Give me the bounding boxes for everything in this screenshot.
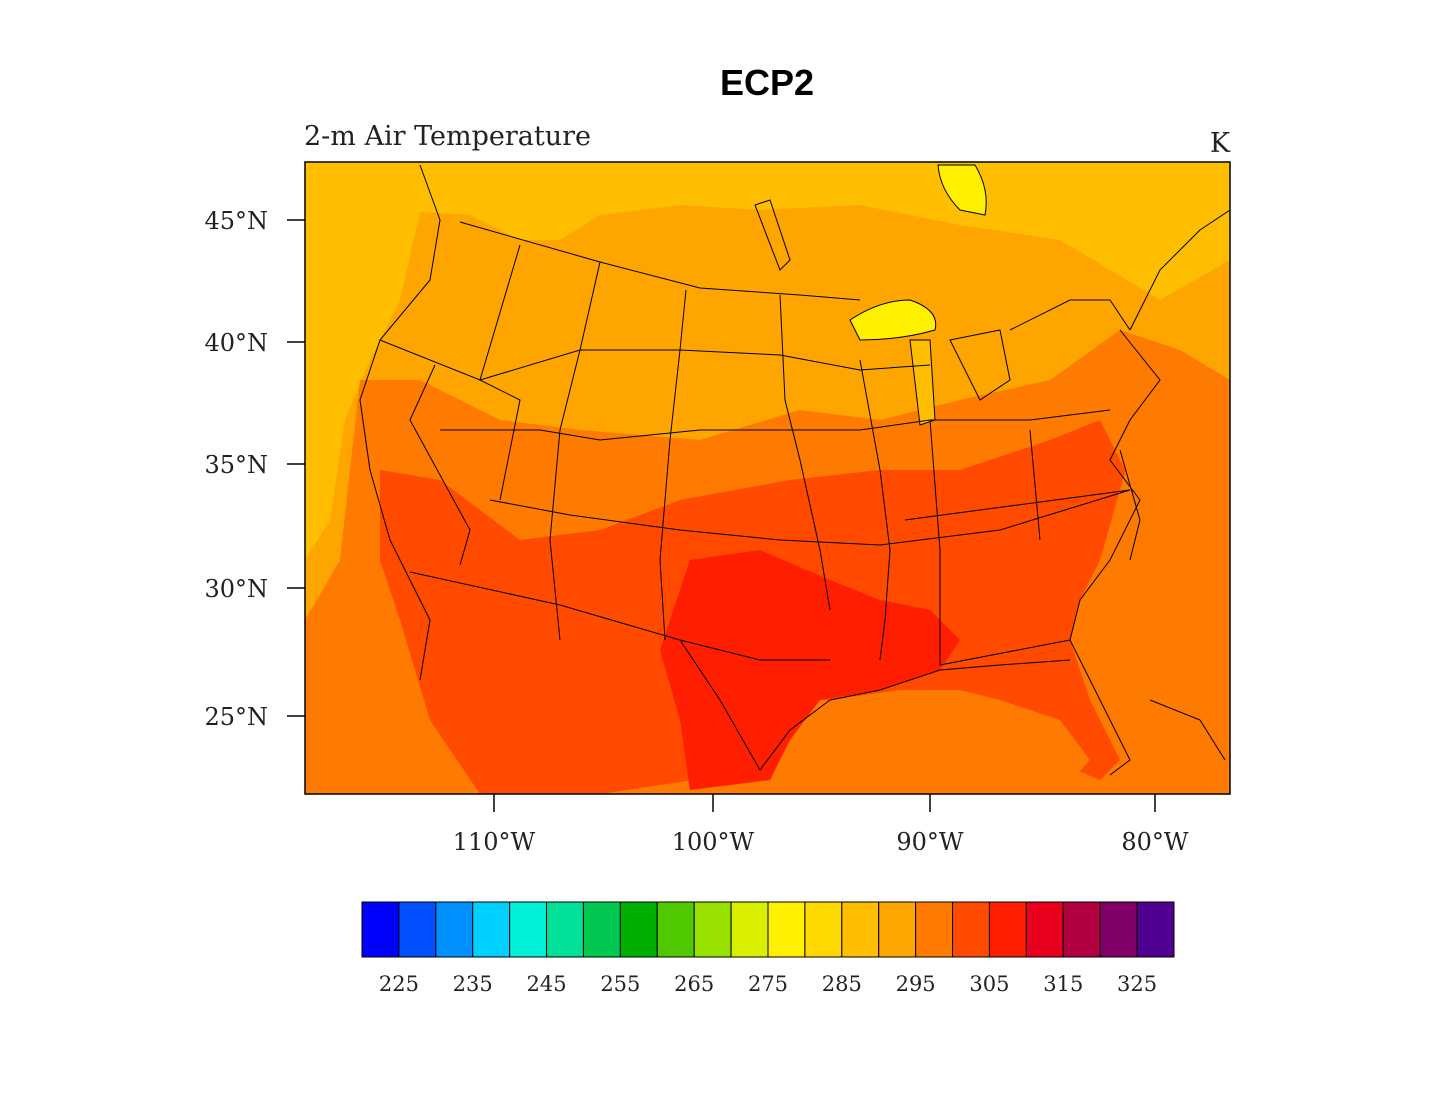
lat-label: 45°N [204, 207, 268, 235]
hottest-core [660, 550, 960, 790]
colorbar-swatch [767, 901, 806, 958]
colorbar-swatch [472, 901, 511, 958]
gulf-water [830, 690, 1090, 794]
pacific-region [305, 210, 420, 560]
lake-michigan [910, 340, 935, 425]
colorbar-swatch [730, 901, 769, 958]
colorbar-tick-label: 225 [379, 972, 419, 996]
lon-label: 80°W [1121, 828, 1189, 856]
colorbar [361, 901, 1175, 958]
boundary-lines [359, 164, 1230, 776]
lon-label: 100°W [672, 828, 755, 856]
figure-title: ECP2 [720, 62, 814, 103]
colorbar-swatch [915, 901, 954, 958]
map-frame [304, 161, 1231, 795]
lon-axis: 110°W 100°W 90°W 80°W [453, 794, 1189, 856]
colorbar-swatch [1136, 901, 1175, 958]
colorbar-tick-label: 255 [600, 972, 640, 996]
temperature-map [305, 162, 1230, 794]
colorbar-swatch [619, 901, 658, 958]
colorbar-swatch [582, 901, 621, 958]
colorbar-tick-label: 305 [969, 972, 1009, 996]
lon-label: 90°W [896, 828, 964, 856]
colorbar-swatch [509, 901, 548, 958]
lat-label: 40°N [204, 329, 268, 357]
colorbar-tick-label: 285 [822, 972, 862, 996]
variable-subtitle: 2-m Air Temperature [304, 121, 591, 152]
colorbar-labels: 225 235 245 255 265 275 285 295 305 315 325 [379, 972, 1157, 996]
colorbar-swatch [546, 901, 584, 958]
colorbar-swatch [435, 901, 474, 958]
colorbar-swatch [398, 901, 437, 958]
northern-band [305, 162, 1230, 300]
colorbar-swatch [1062, 901, 1101, 958]
lat-label: 35°N [204, 451, 268, 479]
colorbar-tick-label: 295 [896, 972, 936, 996]
colorbar-tick-label: 265 [674, 972, 714, 996]
colorbar-swatch [804, 901, 843, 958]
colorbar-swatch [952, 901, 990, 958]
colorbar-swatch [361, 901, 400, 958]
colorbar-swatch [988, 901, 1027, 958]
units-label: K [1210, 128, 1231, 159]
colorbar-swatch [878, 901, 917, 958]
lat-label: 30°N [204, 575, 268, 603]
colorbar-tick-label: 315 [1043, 972, 1083, 996]
colorbar-swatch [1025, 901, 1064, 958]
lat-label: 25°N [204, 703, 268, 731]
colorbar-swatch [656, 901, 695, 958]
hudson-bay-patch [938, 165, 987, 215]
colorbar-swatch [1099, 901, 1138, 958]
lat-axis: 45°N 40°N 35°N 30°N 25°N [204, 207, 305, 731]
colorbar-tick-label: 245 [526, 972, 566, 996]
colorbar-swatch [693, 901, 732, 958]
colorbar-swatch [841, 901, 880, 958]
lake-superior [850, 300, 936, 340]
atlantic-water [1080, 380, 1230, 794]
colorbar-tick-label: 325 [1117, 972, 1157, 996]
colorbar-tick-label: 235 [453, 972, 493, 996]
lon-label: 110°W [453, 828, 536, 856]
colorbar-tick-label: 275 [748, 972, 788, 996]
